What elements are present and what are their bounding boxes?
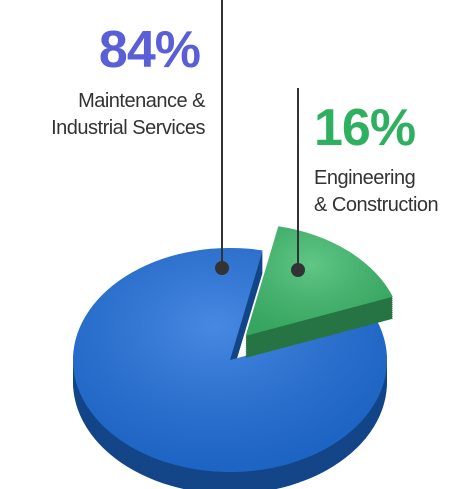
category-label: Engineering & Construction [314, 167, 439, 216]
leader-dot [215, 261, 229, 275]
leader-dot [291, 263, 305, 277]
slice-shine [245, 226, 393, 336]
slice-shine [72, 248, 387, 472]
value-label: 84% [98, 21, 201, 79]
category-label: Maintenance & Industrial Services [51, 90, 205, 139]
pie [72, 226, 393, 489]
value-label: 16% [314, 99, 416, 157]
